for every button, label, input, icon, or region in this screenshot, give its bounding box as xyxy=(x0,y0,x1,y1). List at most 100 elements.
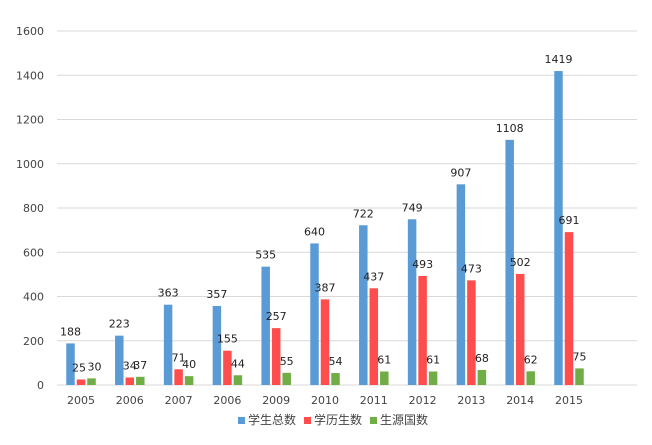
bar-生源国数 xyxy=(87,378,96,385)
data-label: 61 xyxy=(426,354,440,367)
bar-学历生数 xyxy=(418,275,427,385)
legend-item: 生源国数 xyxy=(370,412,428,427)
bar-学历生数 xyxy=(369,288,379,385)
bar-学历生数 xyxy=(515,273,525,385)
bar-生源国数 xyxy=(331,373,340,385)
data-label: 62 xyxy=(524,353,538,366)
data-label: 71 xyxy=(172,351,186,364)
x-tick-label: 2007 xyxy=(165,394,193,407)
legend-swatch xyxy=(304,417,311,424)
legend-swatch xyxy=(238,417,245,424)
y-tick-label: 800 xyxy=(23,202,44,215)
data-label: 357 xyxy=(206,288,227,301)
legend-item: 学生总数 xyxy=(238,412,296,427)
data-label: 155 xyxy=(217,333,238,346)
legend-swatch xyxy=(370,417,377,424)
bar-学历生数 xyxy=(223,350,232,385)
x-tick-label: 2012 xyxy=(409,394,437,407)
data-label: 1419 xyxy=(545,53,573,66)
bar-学历生数 xyxy=(174,369,183,385)
data-label: 907 xyxy=(450,166,471,179)
data-label: 691 xyxy=(559,214,580,227)
bar-学生总数 xyxy=(456,184,466,385)
data-label: 40 xyxy=(182,358,196,371)
y-tick-label: 1400 xyxy=(16,69,44,82)
data-label: 722 xyxy=(353,207,374,220)
data-label: 188 xyxy=(60,325,81,338)
data-label: 473 xyxy=(461,262,482,275)
x-tick-label: 2011 xyxy=(360,394,388,407)
legend-item: 学历生数 xyxy=(304,412,362,427)
data-label: 61 xyxy=(377,354,391,367)
bar-生源国数 xyxy=(136,376,145,385)
bar-生源国数 xyxy=(477,369,487,385)
bar-生源国数 xyxy=(575,368,584,385)
x-tick-label: 2009 xyxy=(262,394,290,407)
bar-生源国数 xyxy=(380,371,389,385)
data-label: 640 xyxy=(304,225,325,238)
data-label: 363 xyxy=(158,287,179,300)
bars xyxy=(66,71,584,385)
legend-label: 学生总数 xyxy=(248,412,296,427)
bar-学生总数 xyxy=(66,343,75,385)
x-tick-label: 2014 xyxy=(506,394,534,407)
bar-学生总数 xyxy=(261,266,270,385)
y-tick-label: 400 xyxy=(23,291,44,304)
data-label: 223 xyxy=(109,318,130,331)
bar-学生总数 xyxy=(115,335,124,385)
bar-学历生数 xyxy=(564,232,574,385)
legend: 学生总数 学历生数 生源国数 xyxy=(238,412,428,427)
bar-学生总数 xyxy=(212,306,222,385)
bar-生源国数 xyxy=(233,375,243,385)
bar-学生总数 xyxy=(554,71,563,385)
data-label: 502 xyxy=(510,256,531,269)
x-tick-label: 2015 xyxy=(555,394,583,407)
data-label: 437 xyxy=(363,270,384,283)
bar-生源国数 xyxy=(526,371,535,385)
data-label: 37 xyxy=(133,359,147,372)
data-label: 493 xyxy=(412,258,433,271)
data-label: 68 xyxy=(475,352,489,365)
bar-学生总数 xyxy=(310,243,319,385)
y-tick-label: 1000 xyxy=(16,158,44,171)
y-tick-label: 1600 xyxy=(16,25,44,38)
x-tick-label: 2005 xyxy=(67,394,95,407)
data-label: 44 xyxy=(231,357,245,370)
data-label: 34 xyxy=(123,359,137,372)
data-label: 75 xyxy=(573,350,587,363)
data-label: 30 xyxy=(88,360,102,373)
y-tick-label: 200 xyxy=(23,335,44,348)
bar-学生总数 xyxy=(407,219,417,385)
bar-学生总数 xyxy=(359,225,368,385)
bar-学历生数 xyxy=(467,280,476,385)
bar-学历生数 xyxy=(76,379,86,385)
data-label: 54 xyxy=(329,355,343,368)
x-tick-label: 2006 xyxy=(213,394,241,407)
data-label: 257 xyxy=(266,310,287,323)
bar-生源国数 xyxy=(282,372,291,385)
bar-学生总数 xyxy=(505,139,514,385)
data-label: 25 xyxy=(72,361,86,374)
x-axis-ticks: 2005 2006 2007 2006 2009 2010 2011 2012 2013 2014… xyxy=(67,394,583,407)
x-tick-label: 2006 xyxy=(116,394,144,407)
data-label: 55 xyxy=(280,355,294,368)
y-tick-label: 1200 xyxy=(16,114,44,127)
legend-label: 学历生数 xyxy=(314,412,362,427)
y-tick-label: 600 xyxy=(23,246,44,259)
data-label: 387 xyxy=(315,281,336,294)
bar-学历生数 xyxy=(125,377,135,385)
y-tick-label: 0 xyxy=(37,379,44,392)
data-label: 535 xyxy=(255,249,276,262)
y-axis-ticks: 0 200 400 600 800 1000 1200 1400 1600 xyxy=(16,25,44,392)
data-label: 749 xyxy=(402,201,423,214)
data-label: 1108 xyxy=(496,122,524,135)
x-tick-label: 2013 xyxy=(457,394,485,407)
legend-label: 生源国数 xyxy=(380,412,428,427)
x-tick-label: 2010 xyxy=(311,394,339,407)
bar-生源国数 xyxy=(428,371,438,385)
bar-学历生数 xyxy=(271,328,281,385)
bar-学生总数 xyxy=(163,304,173,385)
gridlines xyxy=(57,30,637,386)
